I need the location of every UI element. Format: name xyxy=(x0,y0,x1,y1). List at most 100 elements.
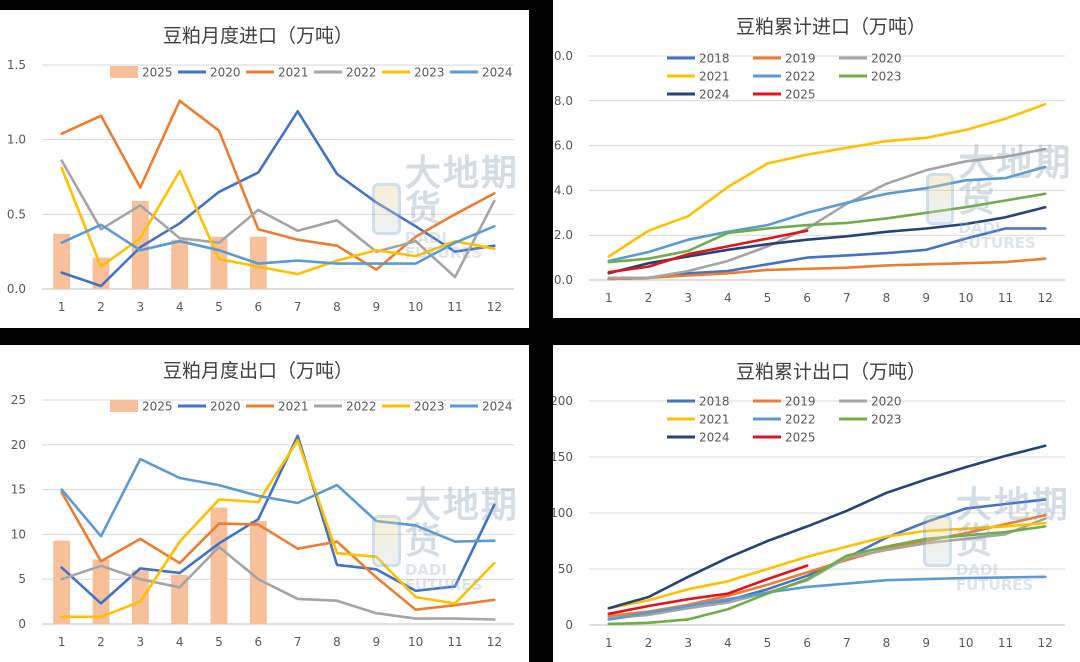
dadi-logo-icon xyxy=(372,514,401,567)
bar-2025 xyxy=(131,570,149,624)
x-tick-label: 2 xyxy=(97,300,105,314)
y-tick-label: 200 xyxy=(553,394,573,408)
x-tick-label: 6 xyxy=(803,291,811,305)
series-line-2022 xyxy=(60,159,496,279)
series-line-2020 xyxy=(607,517,1047,620)
series-line-2020 xyxy=(60,110,496,288)
chart-title: 豆粕累计出口（万吨） xyxy=(736,361,926,383)
legend-label-2020: 2020 xyxy=(871,52,902,66)
legend-label-2019: 2019 xyxy=(785,52,816,66)
cumulative-export-panel: 豆粕累计出口（万吨） 0 50 100 150 200 1 2 3 4 5 6 7 8 9 10 11 12 201… xyxy=(553,345,1080,662)
x-tick-label: 4 xyxy=(724,636,732,650)
legend-label-2022: 2022 xyxy=(346,400,377,414)
y-tick-label: 150 xyxy=(553,450,573,464)
legend-label-2024: 2024 xyxy=(699,431,730,445)
series-line-2021 xyxy=(60,491,496,612)
legend-swatch-2025 xyxy=(110,66,138,78)
x-tick-label: 1 xyxy=(605,291,613,305)
y-tick-label: 0 xyxy=(565,618,573,632)
legend-label-2024: 2024 xyxy=(699,88,730,102)
watermark-en: DADI FUTURES xyxy=(404,561,483,594)
watermark-cn: 大地期货 xyxy=(404,153,519,230)
x-tick-label: 9 xyxy=(373,300,381,314)
x-tick-label: 4 xyxy=(176,300,184,314)
x-tick-label: 5 xyxy=(215,635,223,649)
bar-2025 xyxy=(53,540,71,624)
legend-label-2023: 2023 xyxy=(414,66,445,80)
x-tick-label: 8 xyxy=(333,635,341,649)
series-line-2024 xyxy=(60,223,496,265)
legend-label-2020: 2020 xyxy=(871,395,902,409)
series-line-2023 xyxy=(607,192,1047,264)
legend-swatch-2025 xyxy=(110,400,138,412)
y-tick-label: 100 xyxy=(553,506,573,520)
y-tick-label: 15 xyxy=(11,483,26,497)
x-tick-label: 9 xyxy=(922,636,930,650)
legend-label-2022: 2022 xyxy=(785,413,816,427)
legend-label-2021: 2021 xyxy=(278,66,309,80)
chart-title: 豆粕累计进口（万吨） xyxy=(736,16,926,38)
legend-label-2019: 2019 xyxy=(785,395,816,409)
dadi-logo-icon xyxy=(923,514,952,567)
watermark-en: DADI FUTURES xyxy=(958,219,1036,252)
legend-label-2018: 2018 xyxy=(699,52,730,66)
x-tick-label: 8 xyxy=(333,300,341,314)
watermark: 大地期货 DADI FUTURES xyxy=(926,146,1080,251)
x-tick-label: 12 xyxy=(1038,291,1053,305)
x-tick-label: 12 xyxy=(487,300,502,314)
monthly-import-panel: 豆粕月度进口（万吨） 0.0 0.5 1.0 1.5 1 2 3 4 5 6 7 8 9 10 11 12 202… xyxy=(0,10,529,328)
series-line-2024 xyxy=(60,457,496,543)
legend-label-2021: 2021 xyxy=(699,70,730,84)
series-line-2022 xyxy=(607,165,1047,263)
x-tick-label: 3 xyxy=(137,635,145,649)
x-tick-label: 8 xyxy=(883,291,891,305)
monthly-import-chart: 豆粕月度进口（万吨）0.00.51.01.51 2 3 4 5 6 7 8 9 10 11 12202… xyxy=(7,25,514,314)
legend-label-2023: 2023 xyxy=(871,70,902,84)
bar-2025 xyxy=(249,520,267,624)
x-tick-label: 5 xyxy=(215,300,223,314)
x-tick-label: 8 xyxy=(883,636,891,650)
y-tick-label: 20 xyxy=(11,438,26,452)
x-tick-label: 10 xyxy=(958,636,973,650)
x-tick-label: 11 xyxy=(447,635,462,649)
y-tick-label: 5 xyxy=(18,572,26,586)
watermark-cn: 大地期货 xyxy=(958,143,1073,220)
series-line-2020 xyxy=(607,147,1047,280)
x-tick-label: 3 xyxy=(684,291,692,305)
legend-label-2020: 2020 xyxy=(210,400,241,414)
x-tick-label: 10 xyxy=(408,635,423,649)
series-line-2021 xyxy=(607,102,1047,258)
chart-title: 豆粕月度出口（万吨） xyxy=(163,360,353,382)
x-tick-label: 3 xyxy=(684,636,692,650)
y-tick-label: 1.5 xyxy=(7,58,26,72)
chart-title: 豆粕月度进口（万吨） xyxy=(163,25,353,47)
x-tick-label: 9 xyxy=(373,635,381,649)
legend-label-2025: 2025 xyxy=(142,66,173,80)
y-tick-label: 6.0 xyxy=(554,139,573,153)
x-tick-label: 11 xyxy=(998,291,1013,305)
watermark: 大地期货 DADI FUTURES xyxy=(372,156,529,261)
series-line-2025 xyxy=(607,229,809,274)
y-tick-label: 0.5 xyxy=(7,207,26,221)
x-tick-label: 7 xyxy=(843,291,851,305)
x-tick-label: 2 xyxy=(645,636,653,650)
y-tick-label: 50 xyxy=(558,562,573,576)
legend-label-2021: 2021 xyxy=(699,413,730,427)
y-tick-label: 25 xyxy=(11,393,26,407)
bar-2025 xyxy=(131,200,149,289)
legend-label-2025: 2025 xyxy=(142,400,173,414)
x-tick-label: 1 xyxy=(605,636,613,650)
y-tick-label: 0.0 xyxy=(7,282,26,296)
watermark-cn: 大地期货 xyxy=(955,485,1070,562)
cumulative-import-panel: 豆粕累计进口（万吨）0.02.04.06.08.010.012345678910… xyxy=(553,0,1080,318)
legend-label-2018: 2018 xyxy=(699,395,730,409)
watermark-cn: 大地期货 xyxy=(404,485,519,562)
x-tick-label: 5 xyxy=(764,636,772,650)
bar-2025 xyxy=(171,239,189,289)
x-tick-label: 5 xyxy=(764,291,772,305)
series-line-2021 xyxy=(60,99,496,271)
y-tick-label: 4.0 xyxy=(554,183,573,197)
x-tick-label: 6 xyxy=(803,636,811,650)
legend-label-2024: 2024 xyxy=(482,400,513,414)
